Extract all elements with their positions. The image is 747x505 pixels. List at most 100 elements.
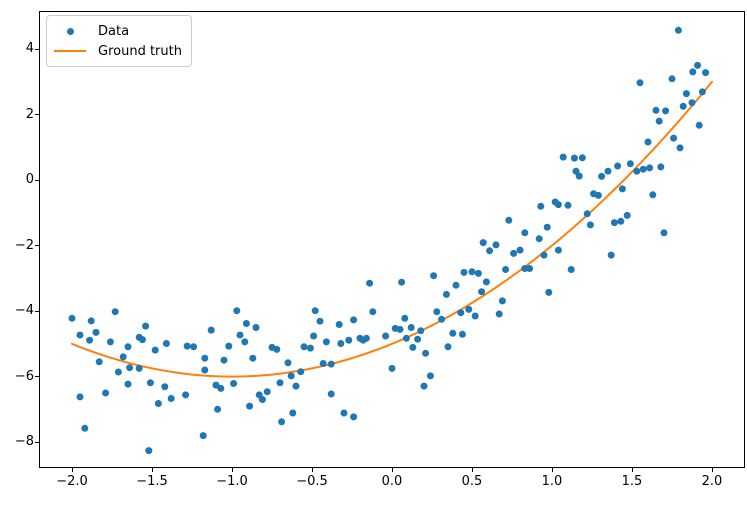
- data-point: [276, 379, 284, 387]
- y-tick-label: −8: [14, 434, 34, 450]
- y-tick-mark: [35, 441, 39, 443]
- data-point: [521, 229, 529, 237]
- data-point: [92, 328, 100, 336]
- data-point: [655, 117, 663, 125]
- data-point: [310, 332, 318, 340]
- data-point: [306, 344, 314, 352]
- plot-canvas: [68, 26, 713, 455]
- data-point: [225, 342, 233, 350]
- data-point: [652, 106, 660, 114]
- data-point: [162, 340, 170, 347]
- data-point: [660, 229, 668, 237]
- data-point: [516, 246, 524, 254]
- data-point: [124, 380, 132, 388]
- data-point: [679, 102, 687, 110]
- data-point: [388, 364, 396, 372]
- y-tick-label: −6: [14, 368, 34, 384]
- data-point: [362, 334, 370, 342]
- y-tick-label: 2: [25, 106, 34, 122]
- data-point: [468, 268, 476, 276]
- data-point: [649, 191, 657, 199]
- data-point: [300, 343, 308, 351]
- x-tick-mark: [151, 468, 153, 472]
- data-point: [311, 307, 319, 315]
- x-tick-mark: [471, 468, 473, 472]
- data-point: [633, 167, 641, 175]
- data-point: [398, 278, 406, 286]
- data-point: [543, 223, 551, 231]
- plot-area: Data Ground truth: [39, 11, 745, 468]
- data-point: [124, 343, 132, 351]
- data-point: [433, 308, 441, 316]
- data-point: [335, 321, 343, 328]
- data-point: [201, 354, 209, 362]
- data-point: [106, 338, 114, 346]
- data-point: [322, 338, 330, 346]
- y-tick-label: −4: [14, 303, 34, 319]
- data-point: [183, 342, 191, 350]
- data-point: [670, 134, 678, 142]
- data-point: [639, 165, 647, 173]
- data-point: [114, 368, 122, 376]
- data-point: [289, 409, 297, 417]
- data-point: [102, 389, 110, 397]
- x-tick-label: 0.5: [461, 474, 483, 489]
- data-point: [498, 297, 506, 305]
- data-point: [87, 317, 95, 325]
- data-point: [607, 251, 615, 259]
- data-point: [598, 172, 606, 180]
- data-point: [414, 335, 422, 343]
- legend-handle: [54, 27, 86, 35]
- data-point: [457, 309, 465, 317]
- data-point: [199, 432, 207, 440]
- data-point: [241, 338, 249, 346]
- data-point: [702, 69, 710, 77]
- data-point: [444, 343, 452, 351]
- data-point: [327, 390, 335, 398]
- data-point: [586, 221, 594, 229]
- data-point: [537, 202, 545, 210]
- y-tick-label: 0: [25, 172, 34, 188]
- data-point: [220, 356, 228, 364]
- x-tick-mark: [71, 468, 73, 472]
- data-point: [86, 336, 94, 344]
- y-tick-mark: [35, 245, 39, 247]
- x-tick-label: −2.0: [56, 474, 88, 489]
- data-point: [442, 290, 450, 298]
- data-point: [618, 185, 626, 193]
- data-point: [142, 322, 150, 330]
- data-point: [345, 336, 353, 344]
- y-tick-label: 4: [25, 41, 34, 57]
- data-point: [689, 68, 697, 76]
- data-point: [340, 409, 348, 417]
- data-point: [396, 325, 404, 333]
- data-point: [258, 396, 266, 403]
- data-point: [252, 324, 260, 331]
- data-point: [610, 219, 618, 227]
- data-scatter-points: [68, 26, 710, 455]
- data-point: [161, 383, 169, 391]
- data-point: [68, 314, 76, 322]
- data-point: [76, 393, 84, 401]
- y-tick-mark: [35, 48, 39, 50]
- data-point: [407, 324, 415, 331]
- data-point: [236, 331, 244, 339]
- data-point: [623, 211, 631, 219]
- data-point: [382, 332, 390, 340]
- data-point: [182, 391, 190, 399]
- x-tick-label: 2.0: [701, 474, 723, 489]
- data-point: [695, 121, 703, 129]
- data-point: [401, 314, 409, 322]
- data-point: [207, 326, 215, 334]
- data-point: [233, 307, 241, 315]
- x-tick-label: 0.0: [381, 474, 403, 489]
- ground-truth-curve: [71, 80, 713, 378]
- legend-label-data: Data: [98, 23, 130, 39]
- data-point: [327, 360, 335, 368]
- legend-entry-data: Data: [54, 21, 182, 41]
- data-point: [417, 327, 425, 335]
- data-point: [246, 402, 254, 410]
- legend: Data Ground truth: [46, 15, 192, 67]
- data-point: [479, 239, 487, 247]
